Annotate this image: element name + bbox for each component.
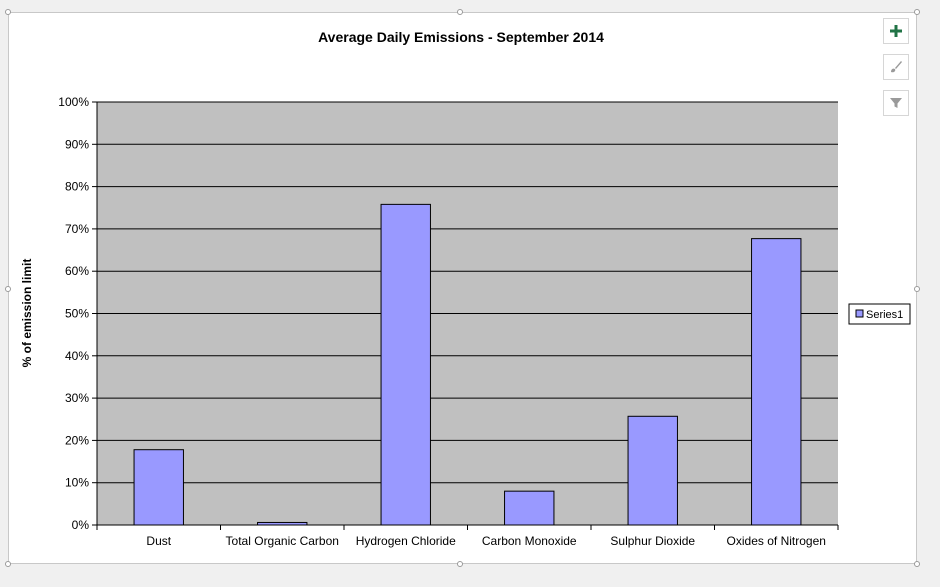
y-axis-label[interactable]: % of emission limit <box>20 259 34 368</box>
legend-swatch <box>855 309 864 318</box>
x-tick-label: Oxides of Nitrogen <box>727 534 826 548</box>
y-tick-label: 30% <box>65 391 89 405</box>
chart-title[interactable]: Average Daily Emissions - September 2014 <box>318 29 604 45</box>
chart-styles-button[interactable] <box>883 54 909 80</box>
bar[interactable] <box>627 415 678 526</box>
bar[interactable] <box>504 490 555 526</box>
resize-handle-bottom-right[interactable] <box>914 561 920 567</box>
bar[interactable] <box>380 203 431 526</box>
x-tick-label: Dust <box>146 534 171 548</box>
y-tick-label: 40% <box>65 349 89 363</box>
bar[interactable] <box>751 238 802 526</box>
resize-handle-left[interactable] <box>5 286 11 292</box>
x-tick-label: Sulphur Dioxide <box>610 534 695 548</box>
x-tick-label: Total Organic Carbon <box>226 534 339 548</box>
x-tick-label: Carbon Monoxide <box>482 534 577 548</box>
filter-icon <box>890 98 902 108</box>
resize-handle-right[interactable] <box>914 286 920 292</box>
y-ticks: 0% 10% 20% 30% 40% 50% 60% 70% 80% 90% 100% <box>58 95 97 532</box>
resize-handle-top-left[interactable] <box>5 9 11 15</box>
legend[interactable]: Series1 <box>848 303 911 325</box>
resize-handle-top-right[interactable] <box>914 9 920 15</box>
resize-handle-top[interactable] <box>457 9 463 15</box>
y-tick-label: 20% <box>65 433 89 447</box>
y-tick-label: 90% <box>65 137 89 151</box>
y-tick-label: 60% <box>65 264 89 278</box>
x-tick-label: Hydrogen Chloride <box>356 534 456 548</box>
y-tick-label: 0% <box>72 518 90 532</box>
x-ticks: Dust Total Organic Carbon Hydrogen Chlorid… <box>96 525 839 548</box>
y-tick-label: 10% <box>65 476 89 490</box>
add-chart-element-button[interactable] <box>883 18 909 44</box>
brush-icon <box>891 61 902 73</box>
bars <box>133 203 802 526</box>
resize-handle-bottom-left[interactable] <box>5 561 11 567</box>
y-tick-label: 70% <box>65 222 89 236</box>
chart-filters-button[interactable] <box>883 90 909 116</box>
y-tick-label: 80% <box>65 180 89 194</box>
resize-handle-bottom[interactable] <box>457 561 463 567</box>
y-tick-label: 100% <box>58 95 89 109</box>
y-tick-label: 50% <box>65 307 89 321</box>
bar[interactable] <box>133 449 184 526</box>
legend-box <box>848 303 911 325</box>
gridlines <box>97 101 838 484</box>
plus-icon <box>890 25 902 37</box>
legend-label: Series1 <box>866 309 903 321</box>
